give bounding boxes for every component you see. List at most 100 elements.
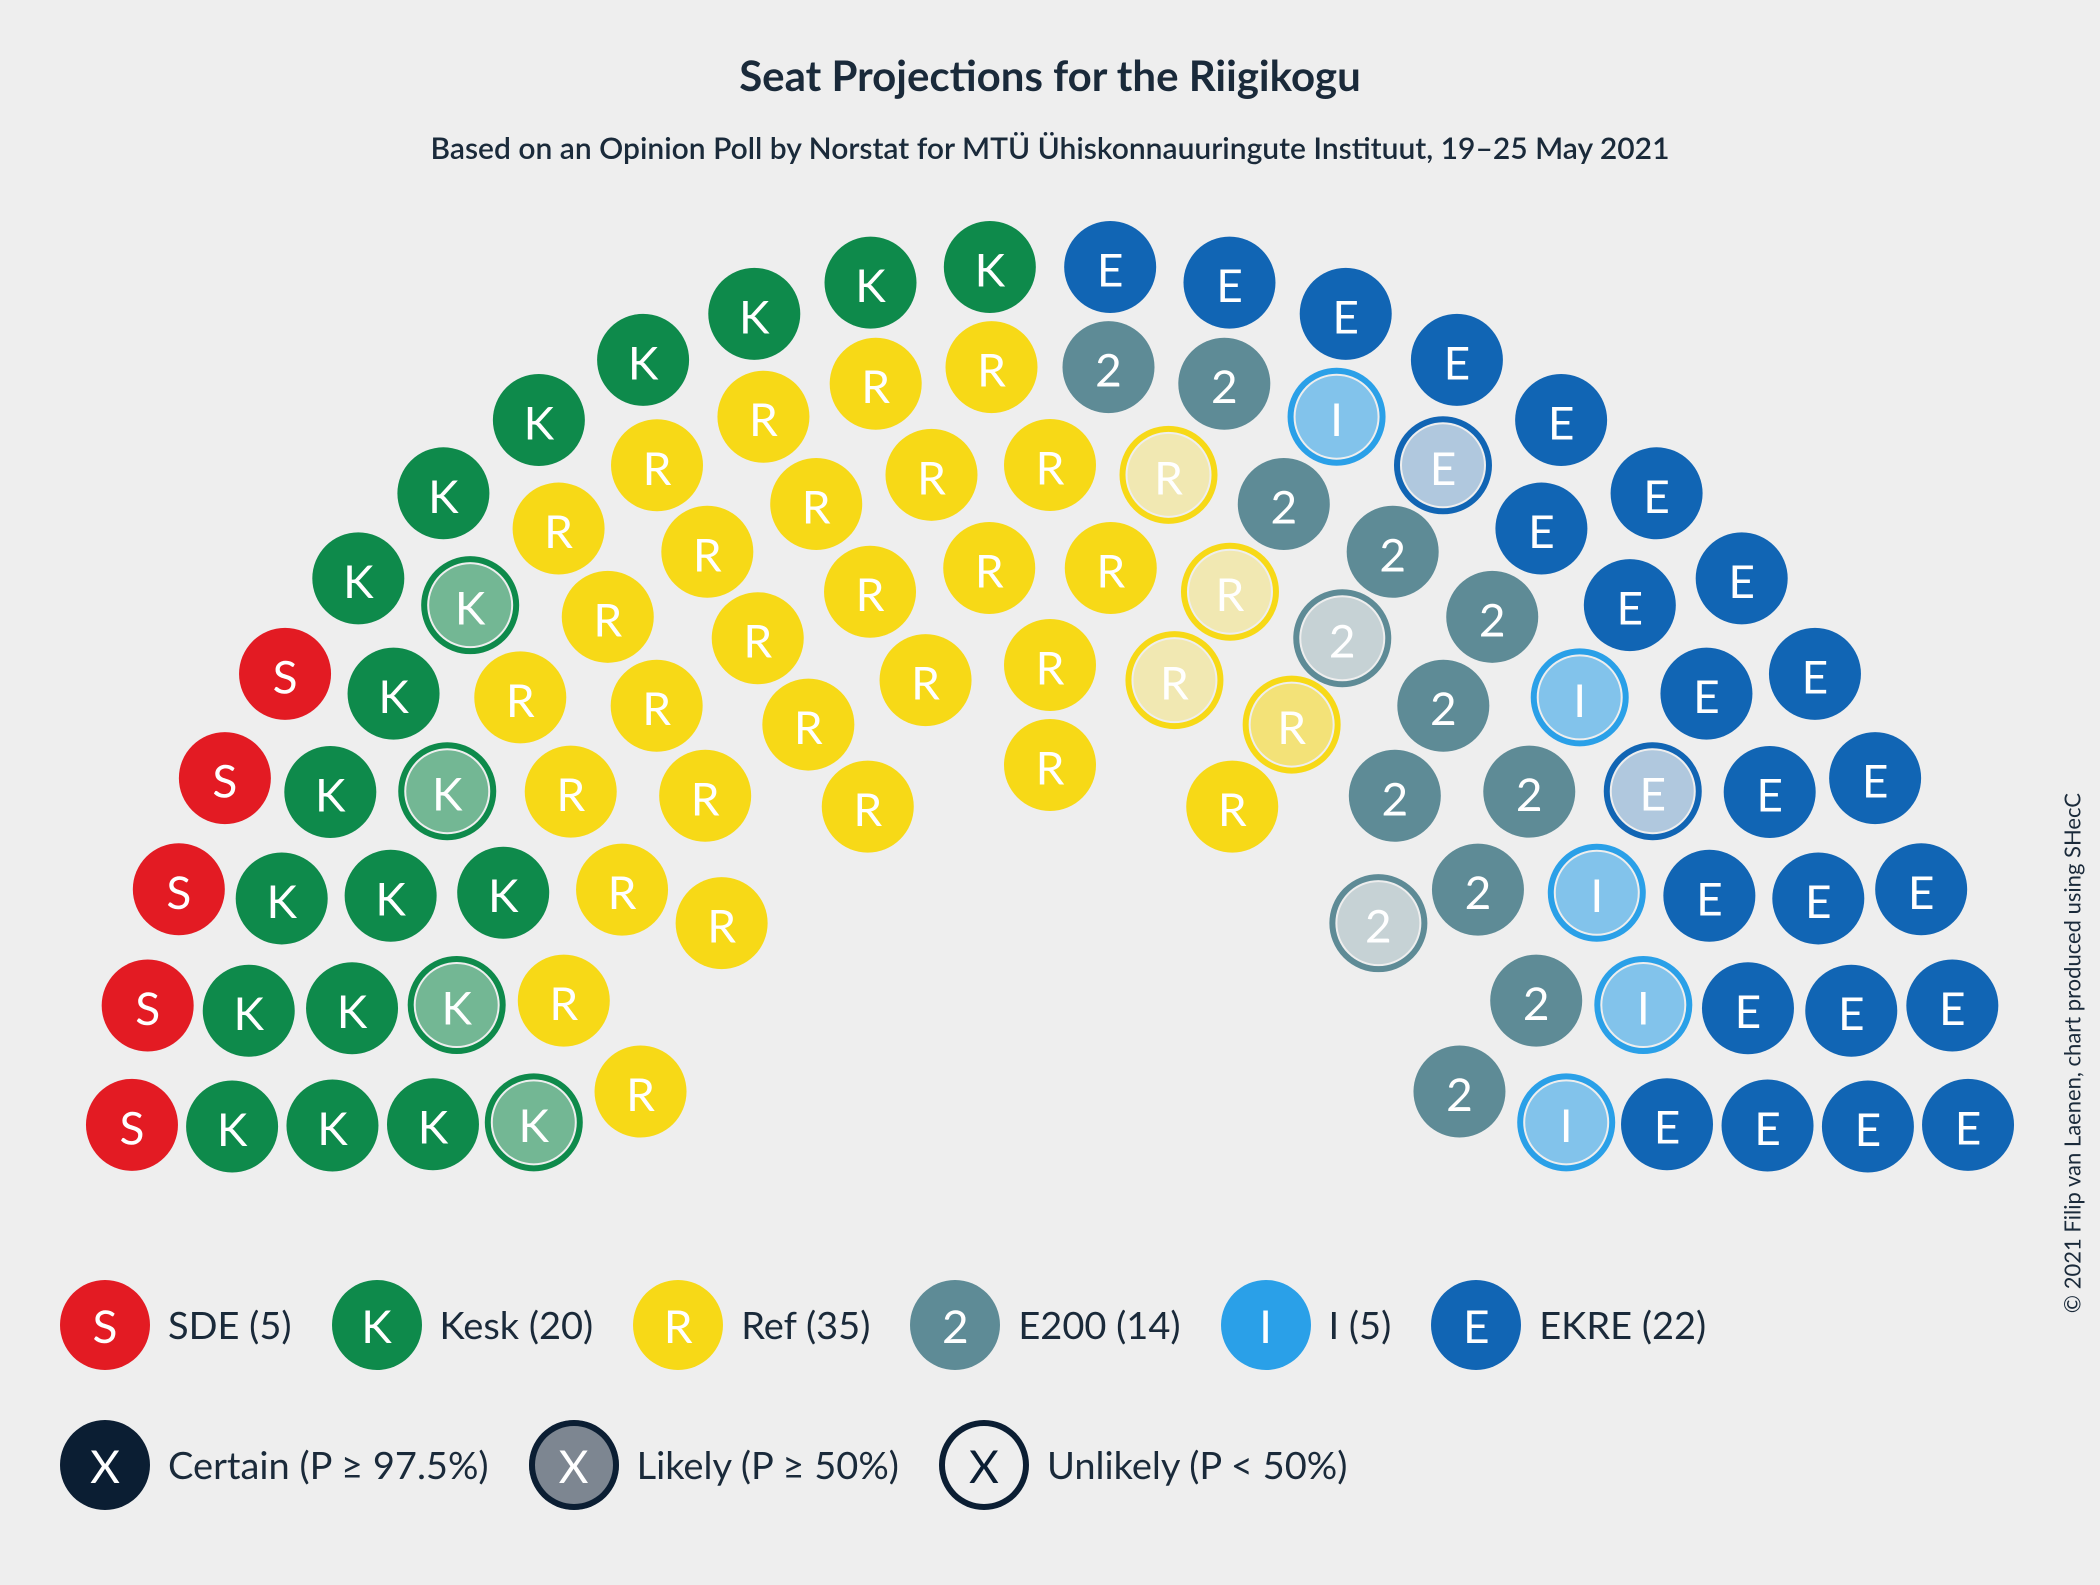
seat: K (387, 1078, 479, 1170)
seat: R (659, 750, 751, 842)
seat: K (345, 850, 437, 942)
seat-letter: R (506, 672, 535, 727)
seat-letter: E (1802, 648, 1829, 703)
legend-label: Unlikely (P < 50%) (1047, 1442, 1347, 1488)
seat-letter: 2 (1329, 613, 1356, 668)
seat: K (397, 447, 489, 539)
seat: K (597, 314, 689, 406)
seat: E (1183, 237, 1275, 329)
seat-letter: E (1955, 1099, 1982, 1154)
legend-party-item: RRef (35) (633, 1280, 870, 1370)
seat-letter: 2 (1379, 526, 1406, 581)
seat: K (401, 745, 493, 837)
seat: K (424, 559, 516, 651)
seat-letter: E (1444, 334, 1471, 389)
seat: R (1004, 719, 1096, 811)
seat-letter: R (707, 898, 736, 953)
seat: S (179, 732, 271, 824)
legend-label: EKRE (22) (1539, 1302, 1706, 1348)
seat: I (1534, 651, 1626, 743)
seat: K (312, 532, 404, 624)
legend-party-item: SSDE (5) (60, 1280, 292, 1370)
seat: K (825, 237, 917, 329)
seat-letter: K (375, 870, 406, 925)
seat: E (1621, 1078, 1713, 1170)
seat-letter: R (1154, 449, 1183, 504)
seat-letter: S (135, 980, 160, 1035)
seat-letter: R (743, 613, 772, 668)
legend-swatch: R (633, 1280, 723, 1370)
seat: R (1065, 522, 1157, 614)
seat: 2 (1347, 506, 1439, 598)
legend-probability: XCertain (P ≥ 97.5%)XLikely (P ≥ 50%)XUn… (60, 1420, 2040, 1510)
seat-letter: R (853, 781, 882, 836)
seat: K (186, 1081, 278, 1173)
legend-label: I (5) (1329, 1302, 1392, 1348)
seat-letter: E (1862, 753, 1889, 808)
seat: R (770, 458, 862, 550)
seat: E (1397, 419, 1489, 511)
seat-letter: E (1528, 503, 1555, 558)
seat: R (576, 844, 668, 936)
seat: E (1607, 745, 1699, 837)
seat: R (946, 321, 1038, 413)
seat: R (661, 506, 753, 598)
seat-letter: 2 (1211, 358, 1238, 413)
legend-swatch: E (1431, 1280, 1521, 1370)
seat-letter: E (1728, 553, 1755, 608)
seat-letter: R (549, 975, 578, 1030)
seat-letter: R (977, 342, 1006, 397)
seat: E (1772, 852, 1864, 944)
seat-letter: E (1939, 980, 1966, 1035)
seat-letter: R (749, 391, 778, 446)
seat: R (822, 761, 914, 853)
seat: K (203, 965, 295, 1057)
seat-letter: I (1590, 867, 1603, 922)
seat: E (1822, 1081, 1914, 1173)
seat-letter: S (166, 864, 191, 919)
seat-letter: R (802, 479, 831, 534)
seat: R (562, 571, 654, 663)
seat-letter: 2 (1270, 479, 1297, 534)
seat-letter: E (1548, 395, 1575, 450)
seat: S (86, 1079, 178, 1171)
seat: E (1769, 628, 1861, 720)
seat: E (1696, 532, 1788, 624)
seat: E (1411, 314, 1503, 406)
seat: R (611, 419, 703, 511)
seat: R (1128, 634, 1220, 726)
seat-letter: E (1639, 766, 1666, 821)
seat: R (824, 546, 916, 638)
seat: 2 (1397, 660, 1489, 752)
seat: K (306, 962, 398, 1054)
seat-letter: K (418, 1099, 449, 1154)
legend-swatch: S (60, 1280, 150, 1370)
seat: R (518, 955, 610, 1047)
seat: R (525, 746, 617, 838)
hemicycle-svg: SSSSSKKKKKKKEEEEEEEEEEEEKKKKKKRRRRR22IEE… (0, 0, 2100, 1260)
seat: R (474, 651, 566, 743)
seat-letter: R (1216, 566, 1245, 621)
seat: R (1246, 679, 1338, 771)
seat: S (102, 960, 194, 1052)
seat-letter: R (693, 526, 722, 581)
seat-letter: 2 (1365, 898, 1392, 953)
seat-letter: R (593, 591, 622, 646)
seat: I (1291, 371, 1383, 463)
seat: R (513, 483, 605, 575)
seat-letter: I (1330, 391, 1343, 446)
seat: R (943, 522, 1035, 614)
seat-letter: R (1036, 440, 1065, 495)
seat-letter: K (488, 867, 519, 922)
seat-letter: K (337, 983, 368, 1038)
seat-letter: K (217, 1101, 248, 1156)
legend-parties: SSDE (5)KKesk (20)RRef (35)2E200 (14)II … (60, 1280, 2040, 1370)
seat: K (236, 852, 328, 944)
seat-letter: K (317, 1100, 348, 1155)
seat-letter: R (691, 770, 720, 825)
seat-letter: R (1036, 640, 1065, 695)
seat: R (1004, 419, 1096, 511)
seat-letter: R (642, 680, 671, 735)
seat: E (1724, 746, 1816, 838)
seat: R (712, 592, 804, 684)
